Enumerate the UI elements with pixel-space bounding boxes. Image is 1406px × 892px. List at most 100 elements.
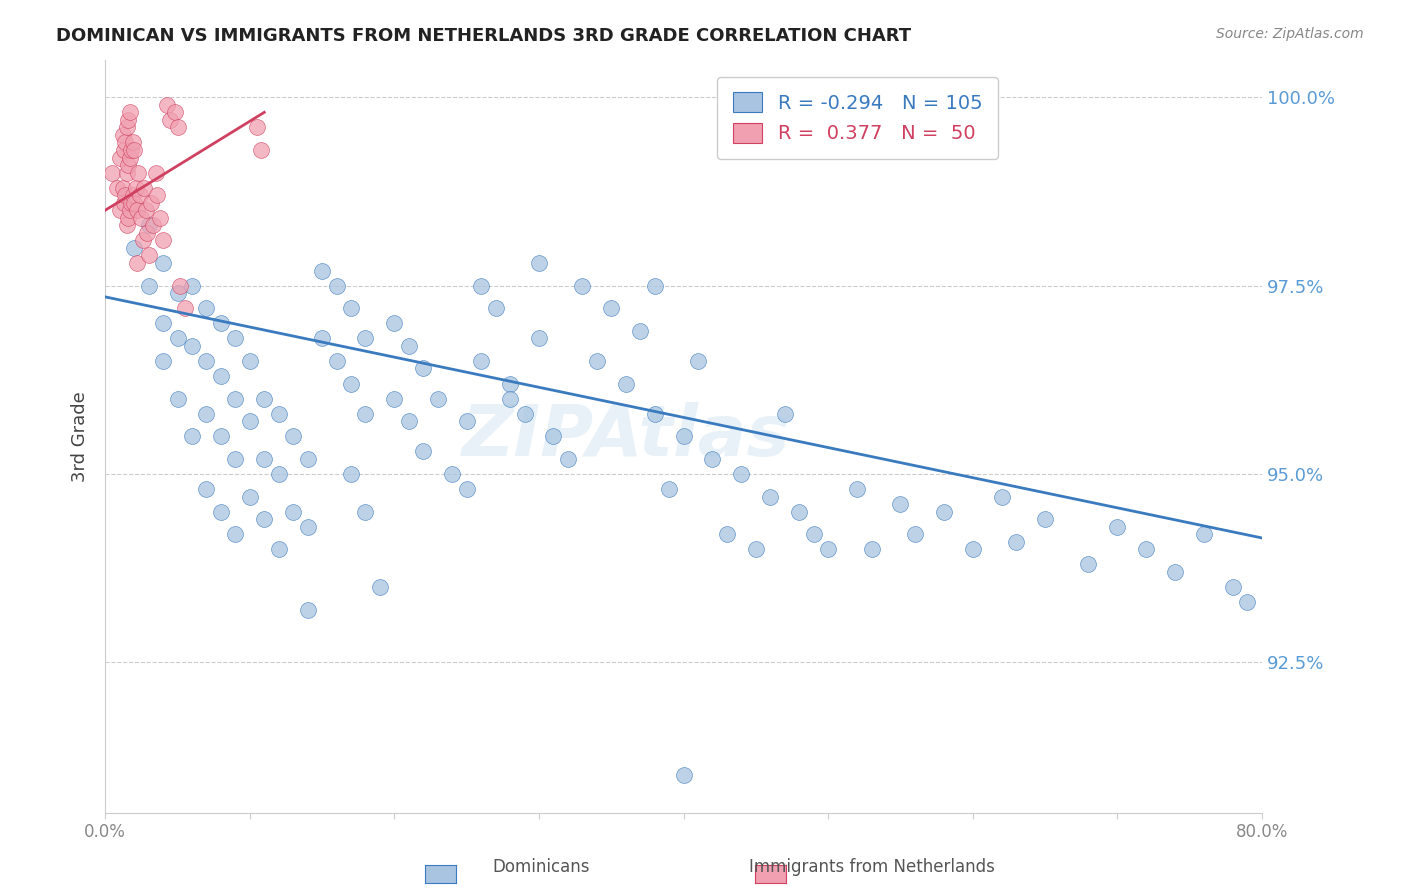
Point	[571, 278, 593, 293]
Point	[614, 376, 637, 391]
Point	[527, 256, 550, 270]
Point	[111, 128, 134, 142]
Point	[131, 211, 153, 225]
Point	[1005, 534, 1028, 549]
Point	[195, 482, 218, 496]
Point	[173, 301, 195, 316]
Point	[112, 195, 135, 210]
Point	[962, 542, 984, 557]
Point	[846, 482, 869, 496]
Point	[283, 505, 305, 519]
Point	[246, 120, 269, 135]
Point	[146, 188, 169, 202]
Point	[470, 354, 492, 368]
Point	[138, 278, 160, 293]
Point	[125, 256, 148, 270]
Point	[209, 429, 232, 443]
Point	[124, 180, 146, 194]
Point	[644, 407, 666, 421]
Point	[117, 158, 139, 172]
Point	[311, 331, 333, 345]
Point	[118, 105, 141, 120]
Point	[132, 233, 155, 247]
Point	[267, 407, 290, 421]
Point	[1033, 512, 1056, 526]
Point	[121, 136, 143, 150]
Point	[932, 505, 955, 519]
Point	[745, 542, 768, 557]
Point	[513, 407, 536, 421]
Point	[118, 151, 141, 165]
Point	[426, 392, 449, 406]
Point	[297, 451, 319, 466]
Point	[169, 278, 191, 293]
Text: Immigrants from Netherlands: Immigrants from Netherlands	[749, 858, 994, 876]
Point	[787, 505, 810, 519]
Point	[181, 278, 204, 293]
Point	[195, 354, 218, 368]
Point	[354, 331, 377, 345]
Point	[108, 203, 131, 218]
Point	[145, 165, 167, 179]
Point	[759, 490, 782, 504]
Point	[138, 248, 160, 262]
Point	[600, 301, 623, 316]
Point	[152, 233, 174, 247]
Point	[628, 324, 651, 338]
Point	[135, 203, 157, 218]
Point	[166, 331, 188, 345]
Point	[354, 407, 377, 421]
Point	[860, 542, 883, 557]
Point	[195, 407, 218, 421]
Text: Dominicans: Dominicans	[492, 858, 591, 876]
Point	[398, 414, 420, 428]
Point	[122, 195, 145, 210]
Point	[267, 542, 290, 557]
Point	[1236, 595, 1258, 609]
Point	[803, 527, 825, 541]
Point	[340, 301, 363, 316]
Point	[1107, 519, 1129, 533]
Point	[152, 256, 174, 270]
Point	[283, 429, 305, 443]
Point	[1222, 580, 1244, 594]
Point	[115, 219, 138, 233]
Point	[127, 165, 149, 179]
Point	[354, 505, 377, 519]
Point	[253, 451, 276, 466]
Point	[115, 120, 138, 135]
Point	[108, 151, 131, 165]
Point	[224, 527, 246, 541]
Point	[239, 354, 262, 368]
Point	[250, 143, 273, 157]
Point	[311, 263, 333, 277]
Point	[111, 180, 134, 194]
Point	[904, 527, 927, 541]
Point	[644, 278, 666, 293]
Point	[166, 392, 188, 406]
Point	[117, 211, 139, 225]
Point	[129, 188, 152, 202]
Point	[297, 519, 319, 533]
Point	[163, 105, 186, 120]
Point	[156, 97, 179, 112]
Point	[499, 376, 522, 391]
Point	[239, 414, 262, 428]
Point	[181, 339, 204, 353]
Point	[239, 490, 262, 504]
Text: DOMINICAN VS IMMIGRANTS FROM NETHERLANDS 3RD GRADE CORRELATION CHART: DOMINICAN VS IMMIGRANTS FROM NETHERLANDS…	[56, 27, 911, 45]
Point	[224, 451, 246, 466]
Point	[114, 136, 136, 150]
Point	[120, 195, 142, 210]
Point	[412, 361, 434, 376]
Point	[253, 512, 276, 526]
Point	[209, 369, 232, 384]
Point	[166, 286, 188, 301]
Point	[702, 451, 724, 466]
Point	[224, 331, 246, 345]
Point	[585, 354, 607, 368]
Text: ZIPAtlas: ZIPAtlas	[461, 401, 790, 471]
Legend: R = -0.294   N = 105, R =  0.377   N =  50: R = -0.294 N = 105, R = 0.377 N = 50	[717, 77, 998, 159]
Point	[470, 278, 492, 293]
Point	[672, 429, 695, 443]
